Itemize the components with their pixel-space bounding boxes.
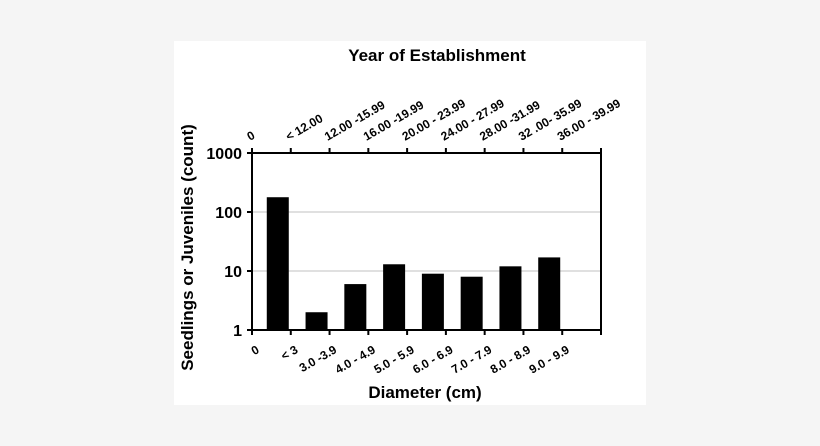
bar-3 bbox=[344, 284, 367, 330]
bar-2 bbox=[305, 312, 328, 330]
bar-6 bbox=[460, 276, 483, 330]
y-tick-label: 10 bbox=[224, 264, 242, 281]
x-tick-label: 4.0 - 4.9 bbox=[333, 342, 378, 376]
x-tick-label: 6.0 - 6.9 bbox=[410, 342, 455, 376]
bar-8 bbox=[538, 257, 561, 330]
x-tick-label: 7.0 - 7.9 bbox=[449, 342, 494, 376]
y-axis-label: Seedlings or Juveniles (count) bbox=[178, 124, 197, 371]
bar-1 bbox=[266, 197, 289, 330]
bar-7 bbox=[499, 266, 522, 330]
x-tick-label: 5.0 - 5.9 bbox=[371, 342, 416, 376]
x-tick-label: 8.0 - 8.9 bbox=[488, 342, 533, 376]
x-tick-label: 3.0 -3.9 bbox=[297, 342, 340, 375]
plot-frame bbox=[251, 152, 602, 331]
y-tick-label: 1000 bbox=[206, 146, 242, 163]
x-axis-label: Diameter (cm) bbox=[368, 383, 481, 402]
y-tick-label: 100 bbox=[215, 205, 242, 222]
bar-4 bbox=[383, 264, 406, 330]
top-tick-label: < 12.00 bbox=[283, 111, 325, 143]
x-tick-label: 9.0 - 9.9 bbox=[527, 342, 572, 376]
x-origin-label: 0 bbox=[249, 342, 262, 358]
chart-card: 1 10 100 1000 0 < 3 3.0 -3.9 4.0 - 4.9 5.0 - 5.9… bbox=[174, 41, 646, 405]
top-origin-label: 0 bbox=[245, 128, 258, 144]
chart-title: Year of Establishment bbox=[348, 46, 526, 65]
x-tick-label: < 3 bbox=[279, 342, 301, 363]
y-tick-label: 1 bbox=[233, 323, 242, 340]
bar-5 bbox=[421, 273, 444, 330]
